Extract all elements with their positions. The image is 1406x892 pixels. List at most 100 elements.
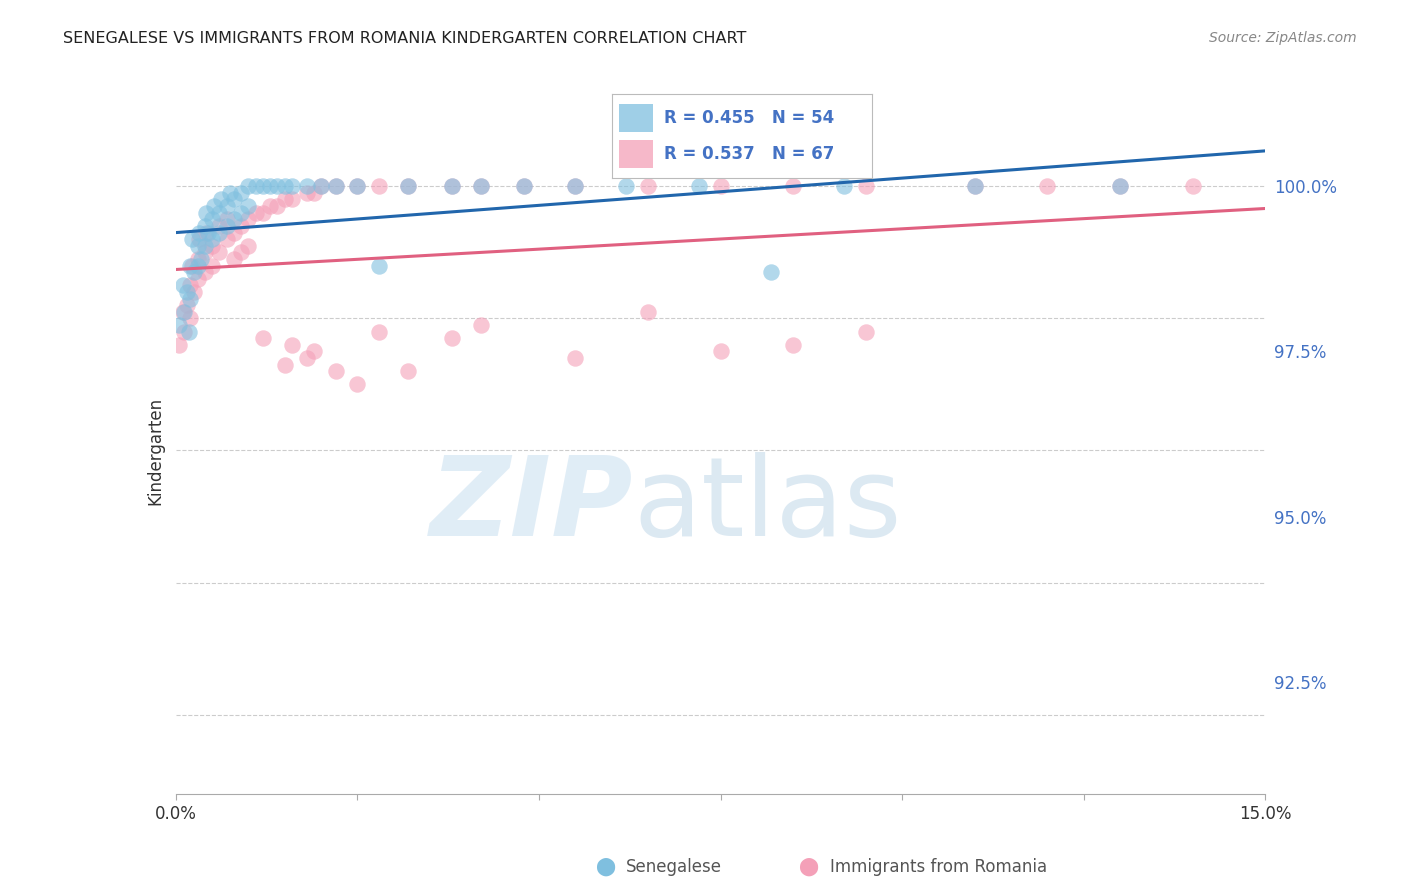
Point bbox=[201, 259, 224, 273]
Point bbox=[295, 351, 318, 365]
Point bbox=[782, 179, 804, 194]
Point bbox=[761, 265, 783, 279]
Point bbox=[176, 285, 198, 299]
Point bbox=[710, 179, 733, 194]
Point bbox=[513, 179, 536, 194]
Point bbox=[215, 199, 238, 213]
Point bbox=[252, 331, 274, 345]
Point bbox=[202, 199, 225, 213]
Bar bbox=[620, 140, 654, 169]
Text: R = 0.537   N = 67: R = 0.537 N = 67 bbox=[664, 145, 834, 163]
Point bbox=[274, 358, 297, 372]
Point bbox=[325, 179, 347, 194]
Point bbox=[231, 219, 253, 233]
Point bbox=[295, 179, 318, 194]
Point bbox=[368, 179, 391, 194]
Point bbox=[194, 238, 217, 252]
Point bbox=[245, 205, 267, 219]
Point bbox=[172, 278, 194, 293]
Y-axis label: Kindergarten: Kindergarten bbox=[146, 396, 165, 505]
Point bbox=[208, 219, 231, 233]
Point bbox=[346, 179, 368, 194]
Text: atlas: atlas bbox=[633, 452, 901, 559]
Point bbox=[470, 318, 492, 332]
Point bbox=[222, 193, 245, 207]
Point bbox=[245, 179, 267, 194]
Point bbox=[855, 325, 877, 339]
Point bbox=[309, 179, 332, 194]
Point bbox=[238, 179, 260, 194]
Point bbox=[222, 252, 245, 266]
Point bbox=[183, 265, 205, 279]
Point bbox=[197, 226, 219, 240]
Point bbox=[190, 252, 212, 266]
Point bbox=[194, 245, 217, 260]
Point bbox=[238, 212, 260, 227]
Point bbox=[215, 212, 238, 227]
Point bbox=[440, 179, 463, 194]
Point bbox=[208, 226, 231, 240]
Point bbox=[440, 331, 463, 345]
Point bbox=[169, 338, 191, 352]
Text: R = 0.455   N = 54: R = 0.455 N = 54 bbox=[664, 109, 834, 127]
Point bbox=[832, 179, 855, 194]
Point bbox=[222, 226, 245, 240]
Point bbox=[346, 179, 368, 194]
Point bbox=[173, 305, 195, 319]
Point bbox=[963, 179, 986, 194]
Point bbox=[186, 252, 209, 266]
Point bbox=[396, 179, 419, 194]
Point bbox=[368, 325, 391, 339]
Point bbox=[215, 232, 238, 246]
Point bbox=[614, 179, 637, 194]
Text: Source: ZipAtlas.com: Source: ZipAtlas.com bbox=[1209, 31, 1357, 45]
Point bbox=[201, 212, 224, 227]
Point bbox=[208, 245, 231, 260]
Point bbox=[281, 338, 304, 352]
Point bbox=[186, 238, 209, 252]
Point bbox=[1181, 179, 1204, 194]
Point bbox=[186, 271, 209, 285]
Point bbox=[201, 232, 224, 246]
Point bbox=[173, 325, 195, 339]
Text: ⬤: ⬤ bbox=[595, 857, 614, 876]
Point bbox=[266, 199, 288, 213]
Point bbox=[396, 179, 419, 194]
Point bbox=[1109, 179, 1132, 194]
Point bbox=[208, 205, 231, 219]
Point bbox=[470, 179, 492, 194]
Point bbox=[346, 377, 368, 392]
Point bbox=[855, 179, 877, 194]
Point bbox=[302, 344, 325, 359]
Point bbox=[180, 259, 202, 273]
Point bbox=[266, 179, 288, 194]
Point bbox=[209, 193, 232, 207]
Text: ZIP: ZIP bbox=[430, 452, 633, 559]
Point bbox=[396, 364, 419, 378]
Point bbox=[564, 351, 586, 365]
Text: Immigrants from Romania: Immigrants from Romania bbox=[830, 858, 1046, 876]
Point bbox=[259, 199, 281, 213]
Point bbox=[295, 186, 318, 200]
Point bbox=[215, 219, 238, 233]
Text: Senegalese: Senegalese bbox=[626, 858, 721, 876]
Point bbox=[513, 179, 536, 194]
Point bbox=[177, 325, 200, 339]
Point bbox=[222, 212, 245, 227]
Point bbox=[219, 186, 242, 200]
Point bbox=[274, 193, 297, 207]
Point bbox=[252, 179, 274, 194]
Point bbox=[179, 292, 201, 306]
Point bbox=[564, 179, 586, 194]
Point bbox=[176, 298, 198, 312]
Point bbox=[259, 179, 281, 194]
Text: SENEGALESE VS IMMIGRANTS FROM ROMANIA KINDERGARTEN CORRELATION CHART: SENEGALESE VS IMMIGRANTS FROM ROMANIA KI… bbox=[63, 31, 747, 46]
Point bbox=[1109, 179, 1132, 194]
Point bbox=[194, 265, 217, 279]
Point bbox=[183, 285, 205, 299]
Point bbox=[238, 199, 260, 213]
Point bbox=[231, 205, 253, 219]
Point bbox=[963, 179, 986, 194]
Point bbox=[179, 278, 201, 293]
Point bbox=[782, 338, 804, 352]
